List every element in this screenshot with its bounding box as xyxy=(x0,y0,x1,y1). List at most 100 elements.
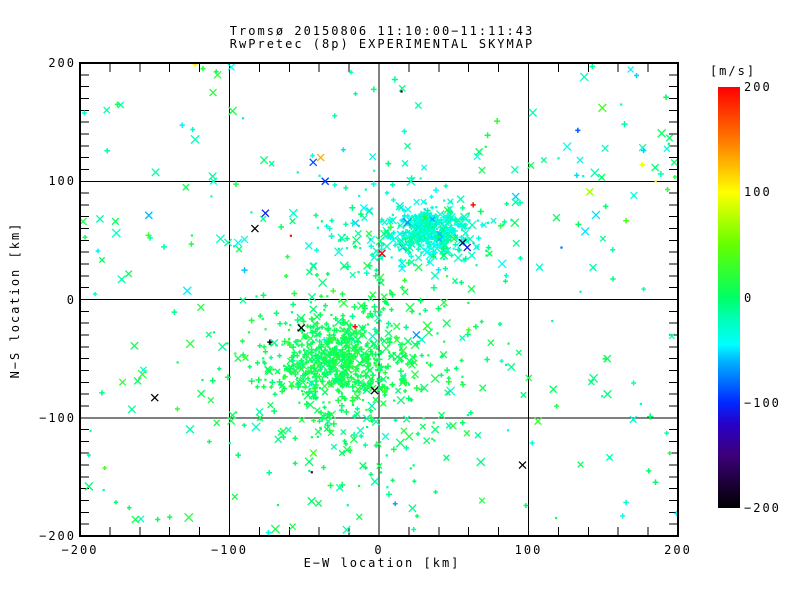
scatter-point xyxy=(326,225,333,232)
scatter-point xyxy=(305,400,315,410)
scatter-point xyxy=(326,373,329,376)
scatter-point xyxy=(440,245,447,252)
scatter-point xyxy=(402,217,413,227)
scatter-point xyxy=(349,204,356,211)
scatter-point xyxy=(582,175,585,178)
scatter-point xyxy=(641,147,647,154)
scatter-point xyxy=(338,358,341,361)
scatter-point xyxy=(518,255,523,261)
scatter-point xyxy=(409,467,412,470)
scatter-point xyxy=(427,354,430,357)
scatter-point xyxy=(476,219,480,222)
scatter-point xyxy=(441,239,448,245)
scatter-point xyxy=(339,393,345,400)
scatter-point xyxy=(430,247,433,250)
scatter-point xyxy=(393,399,396,402)
scatter-point xyxy=(360,309,366,315)
scatter-point xyxy=(319,369,322,373)
scatter-point xyxy=(349,375,353,379)
scatter-point xyxy=(591,210,601,220)
scatter-point xyxy=(309,158,318,167)
scatter-point xyxy=(435,227,439,231)
scatter-point xyxy=(475,147,484,156)
scatter-point xyxy=(395,438,405,448)
scatter-point xyxy=(444,220,447,223)
scatter-point xyxy=(332,378,337,383)
scatter-point xyxy=(307,366,310,369)
scatter-point xyxy=(328,365,336,373)
scatter-point xyxy=(321,337,327,343)
scatter-point xyxy=(331,327,338,333)
y-tick-label: −100 xyxy=(39,410,76,425)
scatter-point xyxy=(290,301,296,308)
scatter-point xyxy=(313,330,322,339)
scatter-point xyxy=(171,309,178,316)
scatter-point xyxy=(324,321,329,327)
scatter-point xyxy=(318,386,322,390)
scatter-point xyxy=(342,438,347,444)
scatter-point xyxy=(443,454,450,462)
scatter-point xyxy=(487,339,495,347)
scatter-point xyxy=(466,327,472,333)
scatter-point xyxy=(283,364,286,367)
scatter-point xyxy=(334,317,343,326)
scatter-point xyxy=(228,106,238,116)
scatter-point xyxy=(144,211,153,220)
scatter-point xyxy=(386,339,393,346)
scatter-point xyxy=(274,435,283,444)
scatter-point xyxy=(259,418,262,421)
scatter-point xyxy=(451,228,458,234)
scatter-point xyxy=(184,512,194,523)
scatter-point xyxy=(554,403,560,409)
scatter-point xyxy=(422,417,425,420)
scatter-point xyxy=(309,329,316,336)
scatter-point xyxy=(390,324,393,327)
scatter-point xyxy=(384,329,393,338)
scatter-point xyxy=(329,357,337,364)
scatter-point xyxy=(339,330,342,333)
scatter-point xyxy=(430,205,435,210)
scatter-point xyxy=(400,346,403,349)
scatter-point xyxy=(392,243,398,248)
scatter-point xyxy=(464,237,467,240)
colorbar-tick-label: 0 xyxy=(744,290,754,305)
scatter-point xyxy=(352,413,357,419)
scatter-point xyxy=(445,422,453,429)
scatter-point xyxy=(339,346,346,353)
scatter-point xyxy=(419,177,422,180)
scatter-point xyxy=(414,340,421,347)
scatter-point xyxy=(397,224,401,228)
scatter-point xyxy=(301,390,304,393)
scatter-point xyxy=(92,291,98,297)
scatter-point xyxy=(444,389,451,396)
scatter-point xyxy=(379,471,383,474)
scatter-point xyxy=(310,262,317,269)
scatter-point xyxy=(368,353,371,357)
scatter-point xyxy=(397,258,407,268)
scatter-point xyxy=(430,240,433,243)
scatter-point xyxy=(456,235,459,239)
scatter-point xyxy=(127,405,136,414)
scatter-point xyxy=(423,208,426,211)
scatter-point xyxy=(362,385,372,395)
scatter-point xyxy=(497,321,503,327)
scatter-point xyxy=(433,187,439,193)
scatter-point xyxy=(376,377,379,380)
scatter-point xyxy=(299,342,305,348)
scatter-point xyxy=(374,330,378,333)
scatter-point xyxy=(397,246,400,249)
scatter-point xyxy=(151,168,160,177)
grid xyxy=(80,63,678,536)
scatter-point xyxy=(428,242,431,245)
scatter-point xyxy=(443,199,446,202)
scatter-point xyxy=(295,382,301,388)
scatter-point xyxy=(457,247,462,253)
scatter-point xyxy=(295,359,305,369)
scatter-point xyxy=(326,349,329,352)
scatter-point xyxy=(398,378,407,387)
scatter-point xyxy=(506,429,510,432)
scatter-point xyxy=(318,326,321,330)
scatter-point xyxy=(388,355,391,358)
scatter-point xyxy=(357,270,360,274)
scatter-point xyxy=(260,292,267,299)
